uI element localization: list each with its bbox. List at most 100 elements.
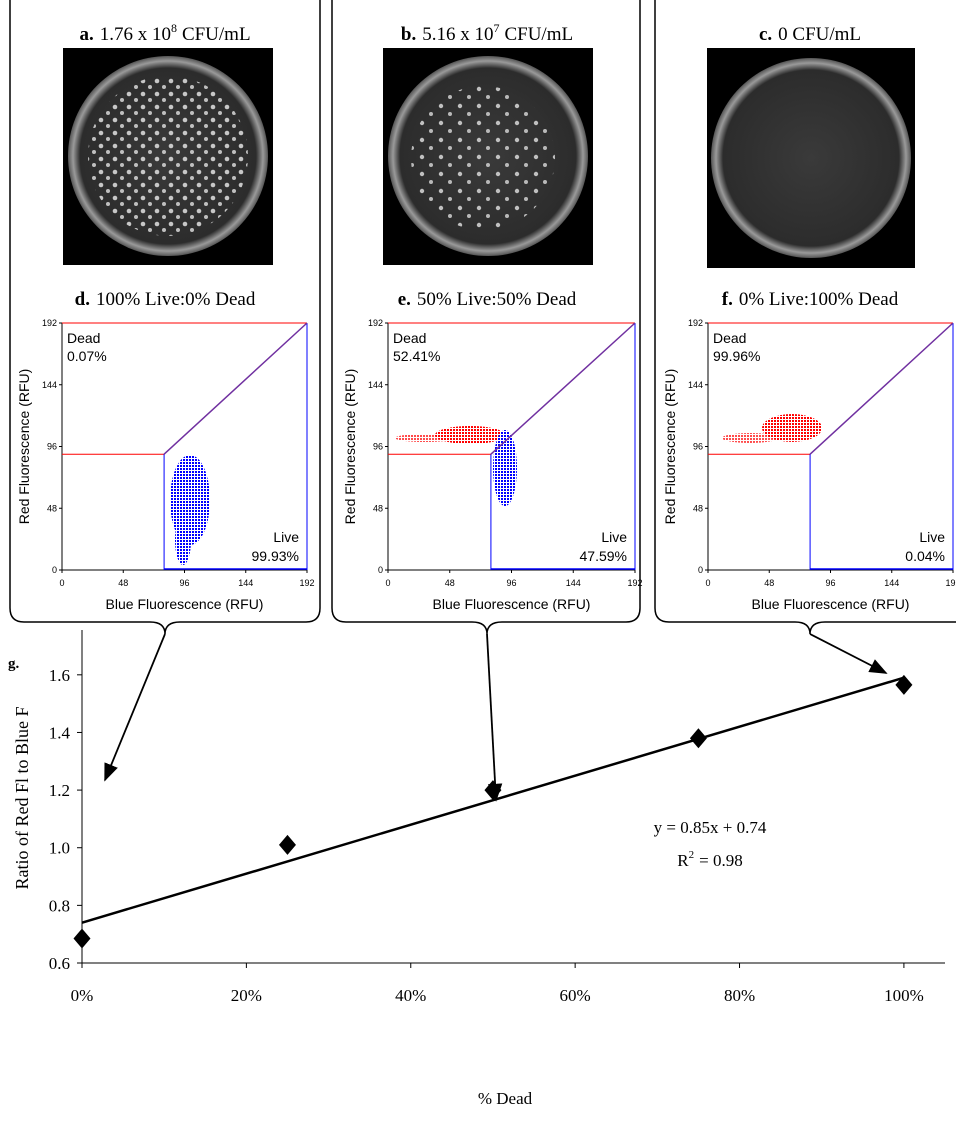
y-tick-label: 144 — [688, 380, 703, 390]
exponent: 7 — [493, 21, 499, 35]
gate-diagonal — [809, 322, 954, 455]
y-axis-title: Red Fluorescence (RFU) — [662, 369, 678, 525]
dead-percent: 0.07% — [67, 348, 107, 364]
dead-cloud — [762, 414, 822, 442]
plate-title: c. 0 CFU/mL — [759, 24, 861, 45]
x-axis-title: Blue Fluorescence (RFU) — [433, 596, 591, 612]
live-percent: 0.04% — [905, 548, 945, 564]
y-tick-label: 1.0 — [49, 839, 70, 858]
x-tick-label: 144 — [238, 578, 253, 588]
y-tick-label: 144 — [42, 380, 57, 390]
trendline — [81, 676, 905, 924]
panel-letter: g. — [8, 656, 20, 672]
x-tick-label: 60% — [560, 986, 591, 1005]
y-tick-label: 1.2 — [49, 781, 70, 800]
dead-percent: 99.96% — [713, 348, 760, 364]
dead-label: Dead — [67, 330, 100, 346]
exponent: 2 — [689, 849, 695, 861]
y-tick-label: 96 — [373, 442, 383, 452]
x-tick-label: 192 — [627, 578, 642, 588]
live-cloud — [175, 515, 191, 565]
exponent: 8 — [171, 21, 177, 35]
y-tick-label: 96 — [47, 442, 57, 452]
callout-arrows — [104, 633, 888, 802]
panel-letter: e. — [398, 289, 411, 310]
dead-cloud — [722, 433, 778, 443]
dead-label: Dead — [713, 330, 746, 346]
live-percent: 99.93% — [252, 548, 299, 564]
x-tick-label: 20% — [231, 986, 262, 1005]
r-squared: R2 = 0.98 — [677, 849, 742, 870]
dead-label: Dead — [393, 330, 426, 346]
panel-title-text: 0% Live:100% Dead — [739, 289, 899, 310]
arrow — [486, 633, 503, 802]
live-label: Live — [601, 529, 627, 545]
arrow — [104, 633, 166, 782]
dead-cloud — [435, 426, 505, 444]
live-label: Live — [919, 529, 945, 545]
panel-letter: d. — [75, 289, 90, 310]
x-tick-label: 144 — [566, 578, 581, 588]
gate-diagonal — [490, 322, 636, 455]
plate-title: b. 5.16 x 107 CFU/mL — [401, 21, 573, 45]
x-axis-title: Blue Fluorescence (RFU) — [106, 596, 264, 612]
data-point — [895, 674, 913, 695]
x-tick-label: 0% — [71, 986, 94, 1005]
y-tick-label: 0 — [52, 565, 57, 575]
y-tick-label: 144 — [368, 380, 383, 390]
y-axis-title: Red Fluorescence (RFU) — [16, 369, 32, 525]
live-cloud — [493, 430, 517, 506]
petri-dish — [711, 58, 911, 258]
plate-count: 0 CFU/mL — [778, 24, 861, 45]
panel-title: f. 0% Live:100% Dead — [722, 289, 899, 310]
y-tick-label: 192 — [42, 318, 57, 328]
y-tick-label: 1.6 — [49, 666, 70, 685]
panel-letter: b. — [401, 24, 416, 45]
gate-diagonal — [163, 322, 308, 455]
x-tick-label: 48 — [445, 578, 455, 588]
data-point — [278, 834, 296, 855]
y-tick-label: 0 — [698, 565, 703, 575]
plate-images — [63, 48, 915, 268]
plate-count: 5.16 x 10 — [422, 24, 493, 45]
plate-unit: CFU/mL — [504, 24, 573, 45]
x-tick-label: 0 — [385, 578, 390, 588]
x-tick-label: 40% — [395, 986, 426, 1005]
event-clouds — [170, 414, 822, 565]
data-point — [73, 928, 91, 949]
y-axis-title: Ratio of Red Fl to Blue F — [12, 706, 32, 889]
y-tick-label: 0.8 — [49, 896, 70, 915]
panel-letter: f. — [722, 289, 733, 310]
arrow — [809, 633, 888, 674]
dead-cloud — [395, 434, 455, 442]
data-point — [689, 728, 707, 749]
colonies — [411, 86, 555, 230]
colonies — [88, 76, 248, 236]
y-axis-title: Red Fluorescence (RFU) — [342, 369, 358, 525]
x-tick-label: 0 — [59, 578, 64, 588]
x-tick-label: 96 — [506, 578, 516, 588]
x-tick-label: 96 — [179, 578, 189, 588]
r-symbol: R — [677, 851, 689, 870]
plate-title: a. 1.76 x 108 CFU/mL — [79, 21, 250, 45]
live-percent: 47.59% — [580, 548, 627, 564]
y-tick-label: 0 — [378, 565, 383, 575]
plate-unit: CFU/mL — [182, 24, 251, 45]
y-tick-label: 0.6 — [49, 954, 70, 973]
x-tick-label: 144 — [884, 578, 899, 588]
x-tick-label: 96 — [825, 578, 835, 588]
panel-title: d. 100% Live:0% Dead — [75, 289, 256, 310]
panel-title-text: 50% Live:50% Dead — [417, 289, 577, 310]
y-tick-label: 192 — [368, 318, 383, 328]
x-tick-label: 192 — [299, 578, 314, 588]
x-tick-label: 0 — [705, 578, 710, 588]
data-point — [484, 780, 502, 801]
trend-equation: y = 0.85x + 0.74 — [654, 818, 767, 837]
panel-title: e. 50% Live:50% Dead — [398, 289, 577, 310]
panel-title-text: 100% Live:0% Dead — [96, 289, 256, 310]
x-axis-title: % Dead — [478, 1089, 533, 1108]
y-tick-label: 1.4 — [49, 723, 71, 742]
plate-count: 1.76 x 10 — [100, 24, 171, 45]
